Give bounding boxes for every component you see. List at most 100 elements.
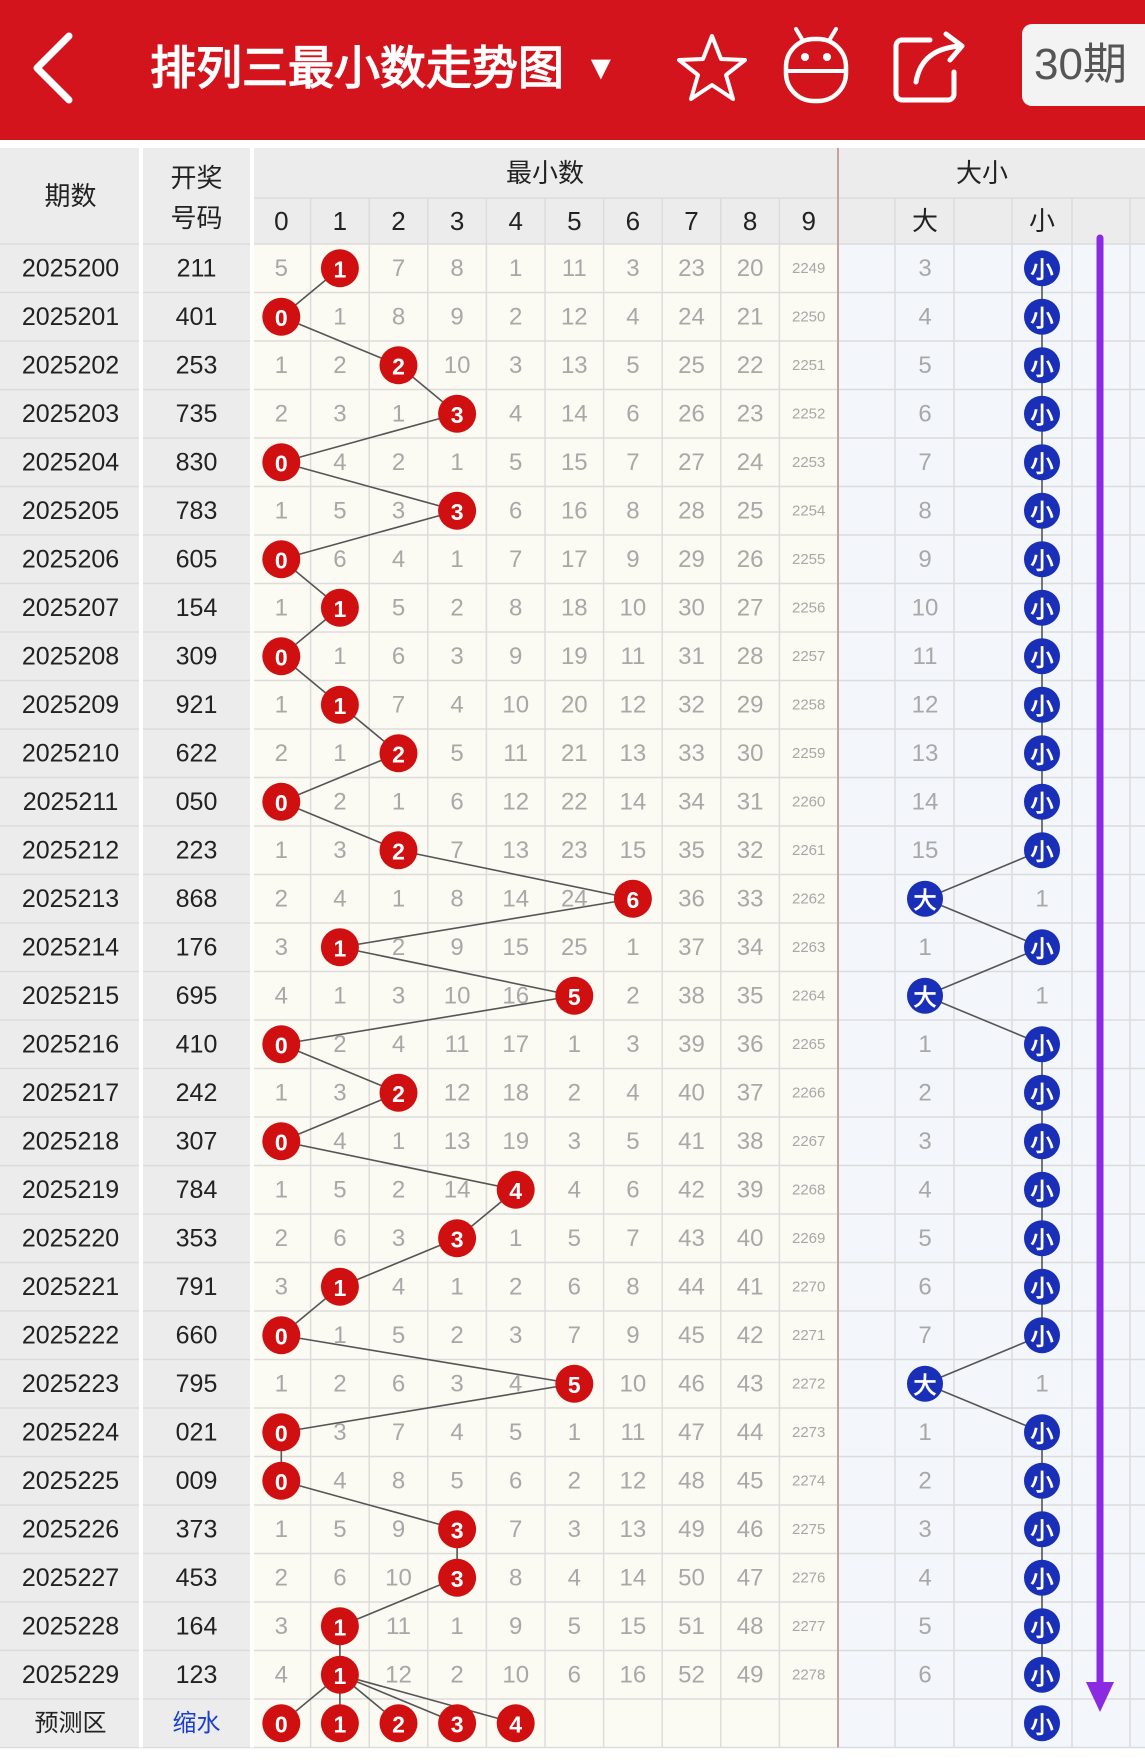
miss-count-cell: 5 <box>509 449 522 476</box>
hit-ball-circle <box>379 831 418 870</box>
size-ball-circle <box>1024 832 1060 869</box>
size-ball-small: 小 <box>1024 735 1060 772</box>
miss-count-cell: 3 <box>450 643 463 670</box>
miss-count-cell: 2261 <box>792 842 825 859</box>
miss-count-cell: 6 <box>509 497 522 524</box>
hit-ball-digit: 1 <box>334 1275 347 1301</box>
miss-count-cell: 8 <box>626 1273 639 1300</box>
size-ball-circle <box>1024 1414 1060 1451</box>
miss-count-cell: 4 <box>450 1419 463 1446</box>
hit-ball: 0 <box>262 540 301 579</box>
miss-count-cell: 12 <box>620 691 647 718</box>
prediction-ball-digit: 1 <box>334 1711 347 1737</box>
favorite-button[interactable] <box>676 32 748 104</box>
period-cell: 2025206 <box>22 545 119 573</box>
hit-ball-circle <box>262 782 301 821</box>
miss-count-cell: 46 <box>737 1516 764 1543</box>
share-button[interactable] <box>890 30 970 106</box>
period-cell: 2025217 <box>22 1079 119 1107</box>
miss-count-cell: 2254 <box>792 502 825 519</box>
hit-ball-circle <box>613 879 652 918</box>
miss-count-cell: 2257 <box>792 648 825 665</box>
size-ball-label: 小 <box>1031 1178 1054 1204</box>
hit-ball-digit: 1 <box>334 693 347 719</box>
miss-count-cell: 7 <box>626 1225 639 1252</box>
miss-count-cell: 4 <box>392 546 405 573</box>
trend-line-segment <box>280 1092 399 1142</box>
digit-header-3: 3 <box>450 206 464 236</box>
miss-count-cell: 1 <box>626 934 639 961</box>
draw-number-cell: 453 <box>176 1564 218 1592</box>
miss-count-cell: 2 <box>333 1031 346 1058</box>
period-cell: 2025224 <box>22 1418 119 1446</box>
prediction-ball[interactable]: 0 <box>262 1704 301 1743</box>
miss-count-cell: 7 <box>392 691 405 718</box>
miss-count-cell: 21 <box>561 740 588 767</box>
draw-number-cell: 176 <box>176 933 218 961</box>
draw-number-cell: 123 <box>176 1661 218 1689</box>
miss-count-cell: 1 <box>275 837 288 864</box>
miss-count-cell: 23 <box>737 400 764 427</box>
period-cell: 2025202 <box>22 351 119 379</box>
group-header-min: 最小数 <box>506 158 584 188</box>
miss-count-cell: 9 <box>450 934 463 961</box>
miss-count-cell: 10 <box>620 1370 647 1397</box>
miss-count-cell: 5 <box>568 1613 581 1640</box>
page-title-dropdown[interactable]: 排列三最小数走势图 ▼ <box>150 38 618 98</box>
hit-ball: 0 <box>262 1122 301 1161</box>
shrink-link[interactable]: 缩水 <box>173 1710 221 1737</box>
size-ball-small: 小 <box>1024 444 1060 481</box>
hit-ball: 5 <box>555 1364 594 1403</box>
size-ball-small: 小 <box>1024 298 1060 335</box>
size-miss-cell: 6 <box>918 1273 931 1300</box>
miss-count-cell: 19 <box>561 643 588 670</box>
prediction-size-ball[interactable]: 小 <box>1024 1705 1060 1742</box>
miss-count-cell: 3 <box>275 1273 288 1300</box>
draw-number-cell: 695 <box>176 982 218 1010</box>
period-cell: 2025227 <box>22 1564 119 1592</box>
miss-count-cell: 2276 <box>792 1569 825 1586</box>
size-ball-circle <box>1024 1656 1060 1693</box>
robot-button[interactable] <box>780 25 852 107</box>
size-ball-circle <box>1024 1220 1060 1257</box>
prediction-ball[interactable]: 2 <box>379 1704 418 1743</box>
size-ball-label: 小 <box>1031 1081 1054 1107</box>
hit-ball: 1 <box>320 685 359 724</box>
size-ball-circle <box>1024 1559 1060 1596</box>
miss-count-cell: 38 <box>737 1128 764 1155</box>
prediction-ball[interactable]: 4 <box>496 1704 535 1743</box>
size-miss-cell: 12 <box>912 691 939 718</box>
miss-count-cell: 52 <box>678 1661 705 1688</box>
miss-count-cell: 2253 <box>792 454 825 471</box>
miss-count-cell: 16 <box>561 497 588 524</box>
size-ball-circle <box>1024 1608 1060 1645</box>
period-selector-button[interactable]: 30期 <box>1022 24 1145 106</box>
miss-count-cell: 22 <box>737 352 764 379</box>
draw-number-cell: 735 <box>176 400 218 428</box>
miss-count-cell: 2268 <box>792 1181 825 1198</box>
size-ball-label: 小 <box>1031 1614 1054 1640</box>
miss-count-cell: 34 <box>737 934 764 961</box>
size-ball-label: 大 <box>914 887 937 913</box>
size-miss-cell: 5 <box>918 352 931 379</box>
hit-ball-circle <box>262 1025 301 1064</box>
miss-count-cell: 23 <box>561 837 588 864</box>
size-miss-cell: 4 <box>918 1564 931 1591</box>
digit-header-9: 9 <box>801 206 815 236</box>
hit-ball-circle <box>262 637 301 676</box>
back-button[interactable] <box>25 28 85 108</box>
miss-count-cell: 41 <box>737 1273 764 1300</box>
draw-number-cell: 164 <box>176 1612 218 1640</box>
draw-number-cell: 253 <box>176 351 218 379</box>
miss-count-cell: 16 <box>620 1661 647 1688</box>
miss-count-cell: 2 <box>568 1467 581 1494</box>
miss-count-cell: 3 <box>509 1322 522 1349</box>
hit-ball-circle <box>262 443 301 482</box>
prediction-ball[interactable]: 3 <box>438 1704 477 1743</box>
prediction-ball[interactable]: 1 <box>320 1704 359 1743</box>
miss-count-cell: 2250 <box>792 308 825 325</box>
miss-count-cell: 49 <box>678 1516 705 1543</box>
hit-ball-circle <box>320 249 359 288</box>
draw-number-cell: 622 <box>176 739 218 767</box>
miss-count-cell: 25 <box>561 934 588 961</box>
